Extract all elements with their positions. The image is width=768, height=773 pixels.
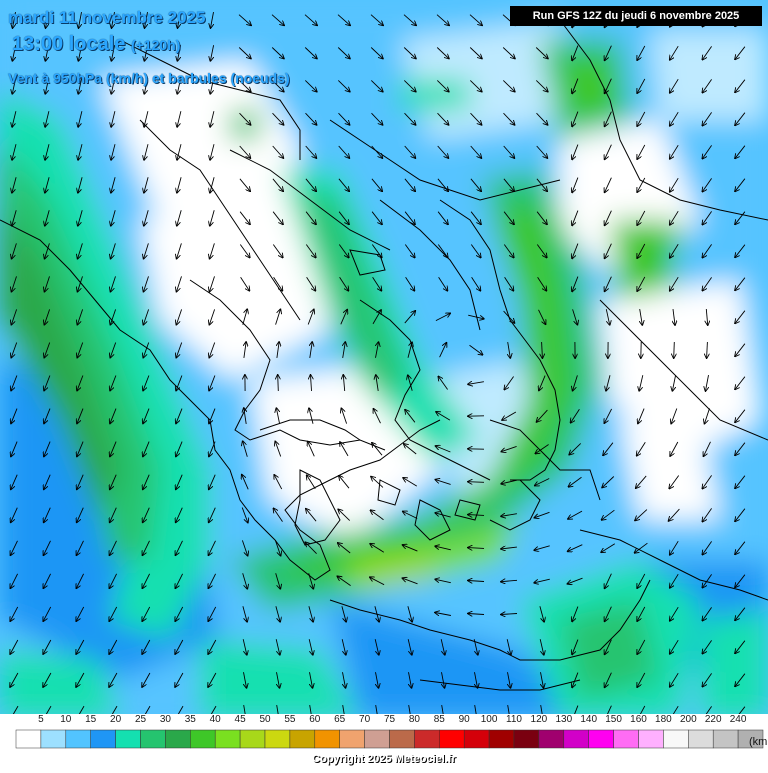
legend-swatch: [290, 730, 315, 748]
legend-swatch: [514, 730, 539, 748]
legend-swatch: [539, 730, 564, 748]
legend-swatch: [315, 730, 340, 748]
map-variable: Vent à 950hPa (km/h) et barbules (noeuds…: [8, 70, 290, 86]
legend-swatch: [639, 730, 664, 748]
legend-label: 120: [531, 714, 548, 725]
legend-swatch: [663, 730, 688, 748]
legend-label: 15: [85, 714, 96, 725]
legend-swatch: [365, 730, 390, 748]
legend-label: 220: [705, 714, 722, 725]
legend-swatch: [265, 730, 290, 748]
legend-label: 240: [730, 714, 747, 725]
legend-swatch: [215, 730, 240, 748]
legend-label: 180: [655, 714, 672, 725]
legend-label: 55: [284, 714, 295, 725]
legend-swatch: [439, 730, 464, 748]
legend-label: 30: [160, 714, 171, 725]
legend-label: 140: [580, 714, 597, 725]
legend-label: 160: [630, 714, 647, 725]
legend-label: 60: [309, 714, 320, 725]
legend-label: 20: [110, 714, 121, 725]
legend-swatch: [614, 730, 639, 748]
legend-label: 110: [506, 714, 522, 725]
wind-arrow: [674, 342, 675, 358]
run-label: Run GFS 12Z du jeudi 6 novembre 2025: [510, 6, 762, 26]
copyright: Copyright 2025 Meteociel.fr: [0, 753, 768, 765]
wind-arrow: [278, 375, 279, 391]
legend-swatch: [414, 730, 439, 748]
legend-label: 65: [334, 714, 345, 725]
legend-label: 130: [555, 714, 572, 725]
legend-label: 100: [481, 714, 498, 725]
legend-swatch: [165, 730, 190, 748]
legend-swatch: [340, 730, 365, 748]
wind-speed-field: [0, 0, 768, 730]
map-time-value: 13:00 locale: [12, 33, 125, 55]
map-lead-time: (+120h): [131, 37, 180, 53]
legend-swatch: [564, 730, 589, 748]
legend-swatch: [190, 730, 215, 748]
legend-swatch: [91, 730, 116, 748]
map-time: 13:00 locale (+120h): [12, 33, 180, 56]
legend-swatch: [116, 730, 141, 748]
legend-unit: (km: [749, 736, 767, 748]
legend-swatch: [489, 730, 514, 748]
legend-swatch: [41, 730, 66, 748]
legend-label: 40: [210, 714, 221, 725]
legend-label: 50: [259, 714, 270, 725]
legend-label: 35: [185, 714, 196, 725]
legend-swatch: [16, 730, 41, 748]
legend-label: 85: [434, 714, 445, 725]
legend-label: 150: [605, 714, 622, 725]
legend-label: 200: [680, 714, 697, 725]
legend-label: 75: [384, 714, 395, 725]
legend-swatch: [464, 730, 489, 748]
legend-swatch: [240, 730, 265, 748]
legend-swatch: [589, 730, 614, 748]
legend-swatch: [688, 730, 713, 748]
legend-swatch: [713, 730, 738, 748]
legend-label: 70: [359, 714, 370, 725]
legend-label: 80: [409, 714, 420, 725]
wind-arrow: [468, 482, 484, 483]
legend-label: 45: [235, 714, 246, 725]
legend-label: 25: [135, 714, 146, 725]
legend-label: 90: [459, 714, 470, 725]
legend-swatch: [141, 730, 166, 748]
map-date: mardi 11 novembre 2025: [8, 8, 206, 28]
legend-label: 10: [60, 714, 71, 725]
legend-label: 5: [38, 714, 44, 725]
legend-swatch: [390, 730, 415, 748]
legend-swatch: [66, 730, 91, 748]
